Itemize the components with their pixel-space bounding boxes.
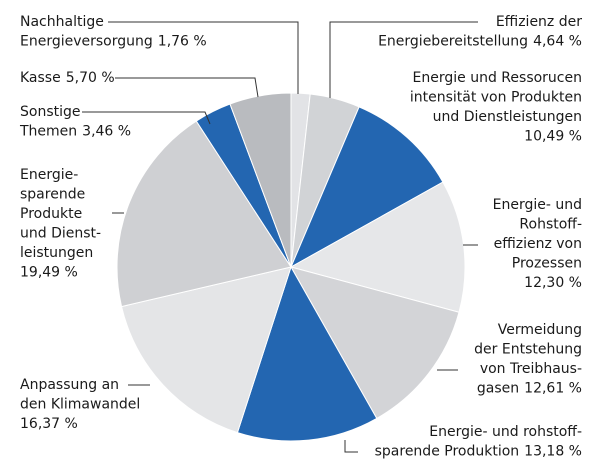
label-line: Prozessen [512, 256, 582, 272]
value-label: 5,70 % [66, 70, 115, 86]
label-line: Anpassung an [20, 377, 119, 393]
pie-slice [120, 266, 292, 434]
label-line: Rohstoff- [519, 217, 582, 233]
label-line: Themen [19, 124, 77, 140]
leader-line [344, 440, 358, 453]
label-line: der Entstehung [474, 342, 582, 358]
label-line: Energiebereitstellung [378, 34, 528, 50]
value-label: 4,64 % [533, 34, 582, 50]
value-label: 12,61 % [524, 381, 582, 397]
label-line: von Treibhaus- [480, 361, 582, 377]
label-line: gasen [477, 381, 519, 397]
slice-label: Effizienz der Energiebereitstellung [378, 14, 582, 50]
pie-slice [289, 181, 466, 313]
label-line: Energieversorgung [20, 34, 153, 50]
slice-label: Energie und Ressorucen intensität von Pro… [410, 70, 582, 125]
leader-line [329, 21, 478, 98]
slice-label: Anpassung an den Klimawandel [20, 377, 140, 413]
label-line: Energie- und rohstoff- [429, 424, 582, 440]
label-line: Vermeidung [498, 322, 582, 338]
value-label: 10,49 % [524, 129, 582, 145]
slice-label: Sonstige Themen [19, 104, 81, 140]
slice-label: Energie- und rohstoff-sparende Produktio… [375, 424, 582, 459]
slice-label: Energie- und Rohstoff-effizienz von Prozes… [493, 197, 582, 272]
leader-line [115, 77, 259, 98]
slice-label: Nachhaltige Energieversorgung [20, 14, 153, 50]
label-line: Energie und Ressorucen [413, 70, 582, 86]
slice-label: Kasse [20, 70, 61, 86]
slice-label: Energie-sparende Produkte und Dienst-leist… [20, 167, 101, 261]
label-line: Effizienz der [496, 14, 582, 30]
label-line: und Dienstleistungen [433, 109, 582, 125]
label-line: Nachhaltige [20, 14, 104, 30]
label-line: sparende Produktion [375, 444, 520, 459]
label-line: Sonstige [20, 104, 81, 120]
label-line: sparende [20, 187, 85, 203]
leader-line [108, 21, 299, 94]
pie-slice [116, 120, 292, 308]
label-line: Energie- [20, 167, 78, 183]
label-line: Kasse [20, 70, 61, 86]
value-label: 19,49 % [20, 265, 78, 281]
value-label: 12,30 % [524, 275, 582, 291]
slice-label: Vermeidung der Entstehung von Treibhaus-ga… [474, 322, 582, 397]
value-label: 16,37 % [20, 416, 78, 432]
leader-line [82, 111, 211, 125]
label-line: effizienz von [494, 236, 582, 252]
pie-slice [236, 265, 378, 442]
pie-slice [289, 266, 460, 420]
value-label: 13,18 % [524, 444, 582, 459]
value-label: 3,46 % [82, 124, 131, 140]
label-line: intensität von Produkten [410, 90, 582, 106]
pie-slice [289, 106, 444, 269]
label-line: und Dienst- [20, 226, 101, 242]
pie-slice [229, 92, 292, 268]
label-line: Produkte [20, 206, 82, 222]
label-line: den Klimawandel [20, 397, 140, 413]
label-line: Energie- und [493, 197, 582, 213]
label-line: leistungen [20, 245, 93, 261]
value-label: 1,76 % [158, 34, 207, 50]
